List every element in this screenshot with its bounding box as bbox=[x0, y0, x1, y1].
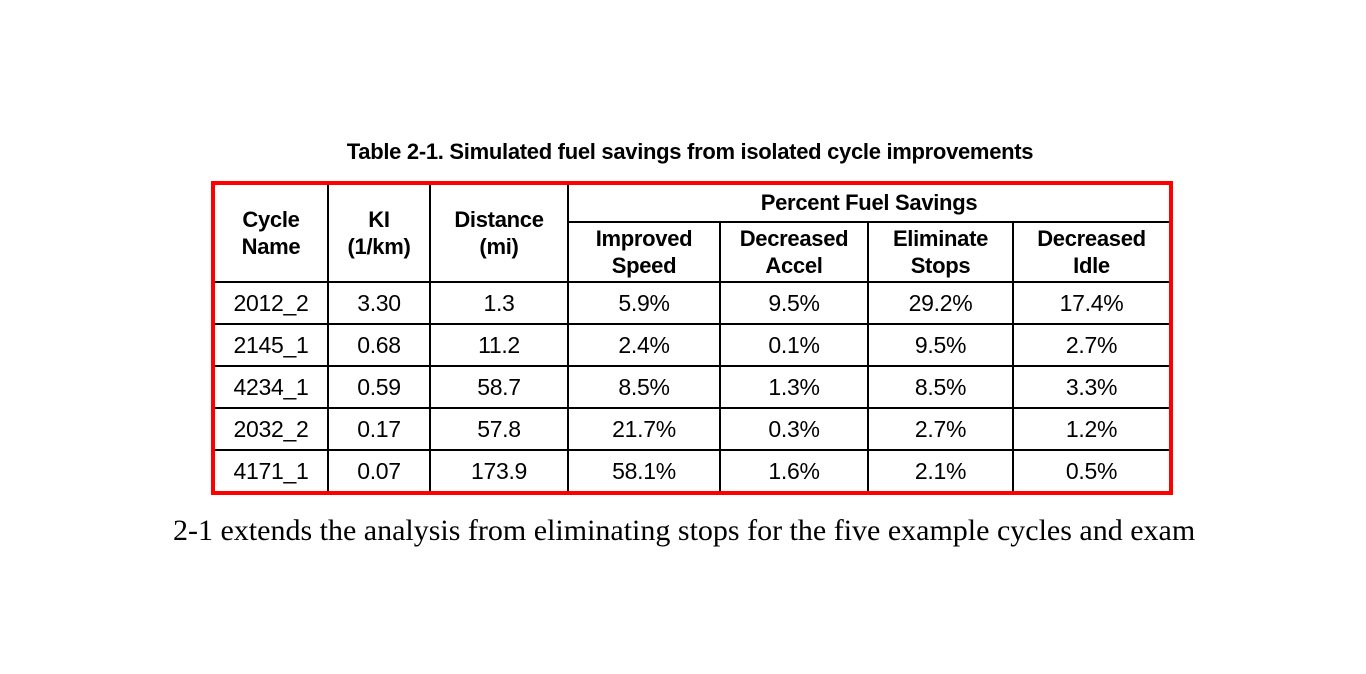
cell-cycle-name: 2145_1 bbox=[212, 323, 329, 367]
col-header-improved-speed: Improved Speed bbox=[567, 221, 721, 283]
cell-cycle-name: 2012_2 bbox=[212, 281, 329, 325]
cell-eliminate-stops: 2.1% bbox=[867, 449, 1014, 494]
cell-decreased-idle: 0.5% bbox=[1011, 449, 1173, 494]
header-row-group: Cycle Name KI (1/km) Distance (mi) Perce… bbox=[212, 182, 1173, 283]
table-row: 2012_2 3.30 1.3 5.9% 9.5% 29.2% 17.4% bbox=[212, 281, 1173, 325]
cell-decreased-idle: 17.4% bbox=[1011, 281, 1173, 325]
col-header-distance: Distance (mi) bbox=[429, 182, 569, 283]
cell-improved-speed: 2.4% bbox=[567, 323, 721, 367]
cell-cycle-name: 4171_1 bbox=[212, 449, 329, 494]
cell-ki: 0.59 bbox=[327, 365, 431, 409]
fuel-savings-table: Cycle Name KI (1/km) Distance (mi) Perce… bbox=[211, 181, 1174, 495]
cell-distance: 58.7 bbox=[429, 365, 569, 409]
col-group-header-percent-fuel-savings: Percent Fuel Savings bbox=[566, 182, 1173, 223]
cell-decreased-idle: 3.3% bbox=[1011, 365, 1173, 409]
col-header-ki: KI (1/km) bbox=[327, 182, 431, 283]
cell-decreased-idle: 1.2% bbox=[1011, 407, 1173, 451]
body-text: 2-1 extends the analysis from eliminatin… bbox=[173, 514, 1196, 547]
header-row-sub: Improved Speed Decreased Accel Eliminate… bbox=[213, 221, 1173, 283]
cell-decreased-accel: 1.6% bbox=[719, 449, 869, 494]
table-caption: Table 2-1. Simulated fuel savings from i… bbox=[346, 139, 1034, 164]
cell-ki: 3.30 bbox=[327, 281, 431, 325]
cell-improved-speed: 58.1% bbox=[567, 449, 721, 494]
col-header-eliminate-stops: Eliminate Stops bbox=[867, 221, 1014, 283]
table-row: 4234_1 0.59 58.7 8.5% 1.3% 8.5% 3.3% bbox=[212, 365, 1173, 409]
cell-ki: 0.17 bbox=[327, 407, 431, 451]
table-row: 4171_1 0.07 173.9 58.1% 1.6% 2.1% 0.5% bbox=[212, 449, 1173, 494]
cell-improved-speed: 21.7% bbox=[567, 407, 721, 451]
cell-ki: 0.07 bbox=[327, 449, 431, 494]
cell-cycle-name: 4234_1 bbox=[212, 365, 329, 409]
cell-decreased-idle: 2.7% bbox=[1011, 323, 1173, 367]
col-header-cycle-name: Cycle Name bbox=[212, 182, 329, 283]
cell-ki: 0.68 bbox=[327, 323, 431, 367]
cell-eliminate-stops: 9.5% bbox=[867, 323, 1014, 367]
cell-distance: 1.3 bbox=[429, 281, 569, 325]
col-header-decreased-idle: Decreased Idle bbox=[1011, 221, 1173, 283]
cell-decreased-accel: 1.3% bbox=[719, 365, 869, 409]
cell-cycle-name: 2032_2 bbox=[212, 407, 329, 451]
cell-distance: 11.2 bbox=[429, 323, 569, 367]
cell-eliminate-stops: 8.5% bbox=[867, 365, 1014, 409]
cell-distance: 57.8 bbox=[429, 407, 569, 451]
cell-decreased-accel: 9.5% bbox=[719, 281, 869, 325]
cell-eliminate-stops: 2.7% bbox=[867, 407, 1014, 451]
table-row: 2145_1 0.68 11.2 2.4% 0.1% 9.5% 2.7% bbox=[212, 323, 1173, 367]
table-row: 2032_2 0.17 57.8 21.7% 0.3% 2.7% 1.2% bbox=[212, 407, 1173, 451]
cell-eliminate-stops: 29.2% bbox=[867, 281, 1014, 325]
cell-improved-speed: 8.5% bbox=[567, 365, 721, 409]
col-header-decreased-accel: Decreased Accel bbox=[719, 221, 869, 283]
cell-improved-speed: 5.9% bbox=[567, 281, 721, 325]
cell-decreased-accel: 0.1% bbox=[719, 323, 869, 367]
cell-decreased-accel: 0.3% bbox=[719, 407, 869, 451]
cell-distance: 173.9 bbox=[429, 449, 569, 494]
